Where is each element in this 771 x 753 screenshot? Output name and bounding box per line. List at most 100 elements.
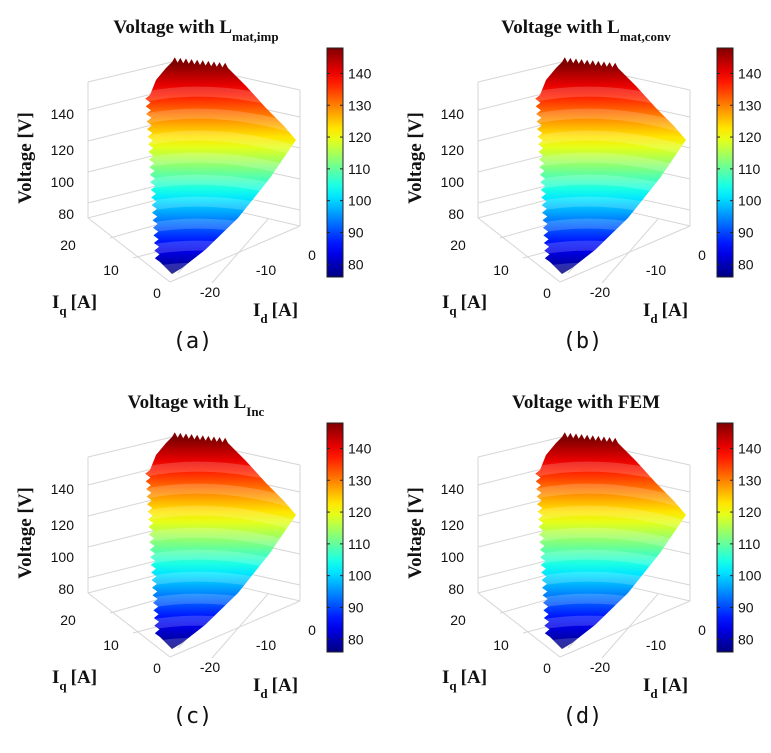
- colorbar-tick-label: 90: [348, 599, 364, 615]
- colorbar: 80 90 100 110 120 130 140: [716, 47, 762, 278]
- colorbar-tick-label: 120: [738, 504, 762, 520]
- surface-plot: Voltage with Lmat,imp80100120140Voltage …: [15, 17, 372, 326]
- z-tick-label: 140: [441, 106, 465, 122]
- colorbar-tick-label: 140: [348, 440, 372, 456]
- colorbar-tick-label: 120: [738, 129, 762, 145]
- chart-panel: Voltage with Lmat,conv 80 100 120 140 Voltage…: [390, 0, 771, 376]
- id-tick-label: -10: [256, 262, 276, 278]
- colorbar-tick-label: 80: [348, 256, 364, 272]
- z-tick-label: 80: [448, 581, 464, 597]
- id-axis-label: Id [A]: [253, 300, 298, 326]
- id-tick-label: -20: [200, 284, 220, 300]
- colorbar-tick-label: 130: [348, 472, 372, 488]
- voltage-surface: [535, 57, 686, 274]
- z-tick-label: 140: [51, 481, 75, 497]
- z-tick-label: 140: [441, 481, 465, 497]
- iq-tick-label: 0: [153, 660, 161, 676]
- z-tick-label: 140: [51, 106, 75, 122]
- id-tick-label: 0: [698, 247, 706, 263]
- colorbar-tick-label: 100: [348, 193, 372, 209]
- iq-axis-label: Iq [A]: [52, 667, 97, 693]
- iq-axis-label: Iq [A]: [442, 292, 487, 318]
- colorbar-tick-label: 90: [738, 224, 754, 240]
- voltage-surface: [535, 432, 686, 649]
- id-tick-label: -20: [590, 284, 610, 300]
- colorbar-tick-label: 130: [738, 472, 762, 488]
- colorbar-tick-label: 80: [738, 256, 754, 272]
- iq-tick-label: 10: [493, 637, 509, 653]
- subfigure-caption: (b): [562, 329, 603, 354]
- id-axis-label: Id [A]: [253, 675, 298, 701]
- colorbar-tick-label: 110: [738, 536, 761, 552]
- colorbar-tick-label: 110: [348, 536, 371, 552]
- z-tick-label: 100: [441, 174, 465, 190]
- id-tick-label: -20: [590, 659, 610, 675]
- iq-tick-label: 20: [450, 612, 466, 628]
- colorbar-tick-label: 110: [738, 161, 761, 177]
- iq-tick-label: 10: [103, 262, 119, 278]
- iq-tick-label: 20: [60, 612, 76, 628]
- iq-axis-label: Iq [A]: [442, 667, 487, 693]
- z-tick-label: 120: [441, 142, 465, 158]
- chart-panel: Voltage with LInc 80 100 120 140 Voltage [V] 2…: [0, 375, 385, 751]
- chart-title: Voltage with Lmat,imp: [113, 17, 278, 44]
- chart-title: Voltage with FEM: [512, 392, 660, 413]
- chart-panel: Voltage with Lmat,imp 80 100 120 140 Voltage …: [0, 0, 385, 376]
- z-tick-label: 100: [51, 174, 75, 190]
- z-axis-label: Voltage [V]: [405, 112, 426, 204]
- id-tick-label: -10: [646, 637, 666, 653]
- z-tick-label: 80: [58, 581, 74, 597]
- colorbar-tick-label: 100: [348, 568, 372, 584]
- id-tick-label: 0: [308, 622, 316, 638]
- colorbar-tick-label: 140: [348, 65, 372, 81]
- subfigure-caption: (a): [172, 329, 213, 354]
- id-tick-label: -20: [200, 659, 220, 675]
- surface-plot: Voltage with Lmat,conv80100120140Voltage…: [405, 17, 762, 326]
- iq-tick-label: 10: [493, 262, 509, 278]
- iq-tick-label: 0: [543, 285, 551, 301]
- colorbar-tick-label: 100: [738, 568, 762, 584]
- subfigure-caption: (c): [172, 704, 213, 729]
- iq-tick-label: 20: [450, 237, 466, 253]
- z-tick-label: 120: [441, 517, 465, 533]
- z-axis-label: Voltage [V]: [15, 112, 36, 204]
- iq-tick-label: 20: [60, 237, 76, 253]
- colorbar-tick-label: 140: [738, 65, 762, 81]
- chart-title: Voltage with LInc: [128, 392, 265, 419]
- z-tick-label: 100: [441, 549, 465, 565]
- id-tick-label: 0: [698, 622, 706, 638]
- id-tick-label: 0: [308, 247, 316, 263]
- z-tick-label: 100: [51, 549, 75, 565]
- z-axis-label: Voltage [V]: [15, 487, 36, 579]
- colorbar-tick-label: 80: [348, 631, 364, 647]
- colorbar-tick-label: 130: [348, 97, 372, 113]
- iq-axis-label: Iq [A]: [52, 292, 97, 318]
- voltage-surface: [145, 57, 296, 274]
- chart-title: Voltage with Lmat,conv: [501, 17, 671, 44]
- iq-tick-label: 0: [153, 285, 161, 301]
- id-axis-label: Id [A]: [643, 300, 688, 326]
- colorbar-tick-label: 90: [738, 599, 754, 615]
- z-axis-label: Voltage [V]: [405, 487, 426, 579]
- colorbar-tick-label: 120: [348, 129, 372, 145]
- colorbar: 80 90 100 110 120 130 140: [326, 47, 372, 278]
- colorbar-tick-label: 120: [348, 504, 372, 520]
- iq-tick-label: 10: [103, 637, 119, 653]
- id-tick-label: -10: [256, 637, 276, 653]
- colorbar-tick-label: 130: [738, 97, 762, 113]
- subfigure-caption: (d): [562, 704, 603, 729]
- iq-tick-label: 0: [543, 660, 551, 676]
- z-tick-label: 120: [51, 517, 75, 533]
- chart-panel: Voltage with FEM 80 100 120 140 Voltage [V] 20…: [390, 375, 771, 751]
- voltage-surface: [145, 432, 296, 649]
- colorbar-tick-label: 140: [738, 440, 762, 456]
- z-tick-label: 80: [448, 206, 464, 222]
- colorbar-tick-label: 90: [348, 224, 364, 240]
- colorbar: 80 90 100 110 120 130 140: [716, 422, 762, 653]
- z-tick-label: 120: [51, 142, 75, 158]
- colorbar: 80 90 100 110 120 130 140: [326, 422, 372, 653]
- id-tick-label: -10: [646, 262, 666, 278]
- colorbar-tick-label: 100: [738, 193, 762, 209]
